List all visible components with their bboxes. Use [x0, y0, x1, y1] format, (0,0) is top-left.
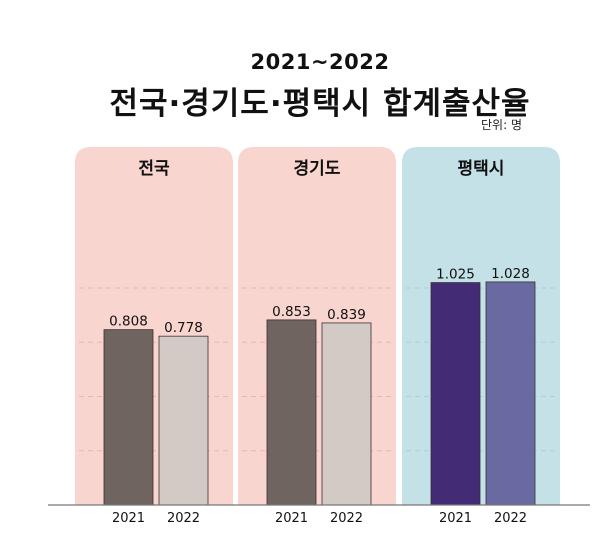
panel-label-pyeongtaek: 평택시: [458, 159, 505, 179]
panel-bg-pyeongtaek: [402, 147, 560, 505]
value-label-pyeongtaek-2021: 1.025: [436, 267, 475, 283]
unit-label: 단위: 명: [481, 118, 522, 132]
bar-pyeongtaek-2022: [485, 281, 536, 506]
chart-title: 전국·경기도·평택시 합계출산율: [109, 86, 531, 122]
bar-gyeonggi-2021: [266, 319, 317, 506]
year-label-national-2021: 2021: [112, 511, 145, 526]
chart-subtitle: 2021~2022: [250, 50, 390, 74]
year-label-pyeongtaek-2021: 2021: [439, 511, 472, 526]
value-label-national-2021: 0.808: [109, 314, 148, 330]
bar-gyeonggi-2022: [321, 322, 372, 506]
value-label-national-2022: 0.778: [164, 320, 203, 336]
panel-bg-gyeonggi: [238, 147, 396, 505]
year-label-gyeonggi-2022: 2022: [330, 511, 363, 526]
year-label-national-2022: 2022: [167, 511, 200, 526]
value-label-gyeonggi-2021: 0.853: [272, 304, 311, 320]
panel-label-gyeonggi: 경기도: [294, 159, 341, 179]
value-label-pyeongtaek-2022: 1.028: [491, 266, 530, 282]
bar-pyeongtaek-2021: [430, 282, 481, 506]
bar-national-2022: [158, 335, 209, 506]
bar-national-2021: [103, 329, 154, 506]
panel-label-national: 전국: [138, 159, 170, 179]
chart-header: 2021~2022 전국·경기도·평택시 합계출산율 단위: 명: [0, 0, 600, 140]
year-label-gyeonggi-2021: 2021: [275, 511, 308, 526]
value-label-gyeonggi-2022: 0.839: [327, 307, 366, 323]
year-label-pyeongtaek-2022: 2022: [494, 511, 527, 526]
panel-bg-national: [75, 147, 233, 505]
